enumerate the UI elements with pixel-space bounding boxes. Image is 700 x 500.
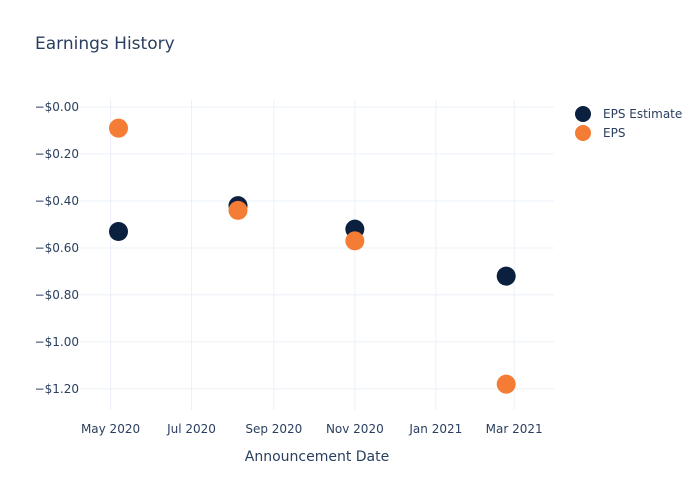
x-tick-label: Nov 2020 <box>326 422 384 436</box>
legend-item-eps[interactable]: EPS <box>575 125 625 141</box>
legend-label: EPS Estimate <box>603 107 682 121</box>
x-axis-title: Announcement Date <box>245 449 389 465</box>
y-tick-label: −$0.80 <box>35 288 79 302</box>
x-axis-ticks: May 2020 Jul 2020 Sep 2020 Nov 2020 Jan 2021… <box>81 422 543 436</box>
legend-label: EPS <box>603 126 625 140</box>
chart-title: Earnings History <box>35 34 175 54</box>
y-axis-ticks: −$0.00 −$0.20 −$0.40 −$0.60 −$0.80 −$1.00 −$1.… <box>35 100 79 396</box>
legend-item-eps-estimate[interactable]: EPS Estimate <box>575 106 682 122</box>
eps-point[interactable] <box>345 231 365 251</box>
legend-marker <box>575 106 591 122</box>
y-tick-label: −$0.20 <box>35 147 79 161</box>
x-tick-label: Sep 2020 <box>245 422 302 436</box>
eps-estimate-point[interactable] <box>109 222 129 242</box>
eps-point[interactable] <box>496 374 516 394</box>
y-tick-label: −$0.00 <box>35 100 79 114</box>
y-tick-label: −$1.00 <box>35 335 79 349</box>
y-tick-label: −$0.40 <box>35 194 79 208</box>
x-tick-label: Jul 2020 <box>166 422 216 436</box>
points-layer <box>109 118 516 394</box>
grid-layer <box>80 100 554 410</box>
y-tick-label: −$1.20 <box>35 382 79 396</box>
x-tick-label: May 2020 <box>81 422 140 436</box>
eps-point[interactable] <box>109 118 129 138</box>
legend[interactable]: EPS Estimate EPS <box>575 106 682 141</box>
x-tick-label: Mar 2021 <box>486 422 543 436</box>
x-tick-label: Jan 2021 <box>408 422 462 436</box>
eps-estimate-point[interactable] <box>496 266 516 286</box>
eps-point[interactable] <box>228 200 248 220</box>
legend-marker <box>575 125 591 141</box>
y-tick-label: −$0.60 <box>35 241 79 255</box>
